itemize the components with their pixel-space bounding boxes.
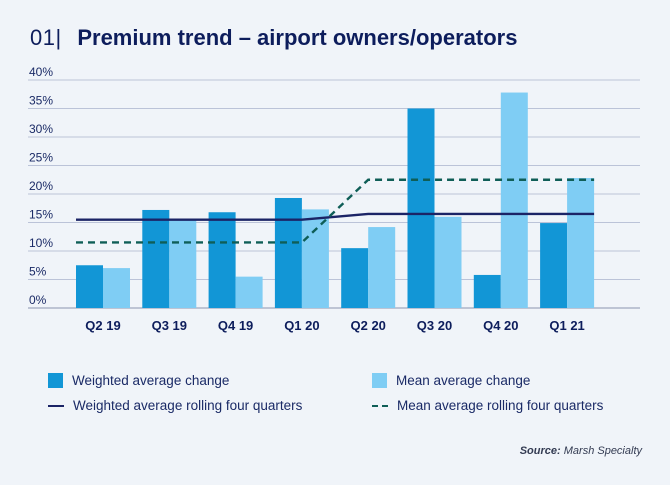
weighted-average-bar (142, 209, 170, 308)
source-note: Source: Marsh Specialty (520, 445, 642, 457)
legend-label: Mean average rolling four quarters (397, 398, 604, 413)
mean-average-bar (500, 92, 528, 308)
weighted-average-bar (274, 197, 302, 308)
legend-item-weighted-average-change: Weighted average change (48, 373, 229, 388)
figure-number: 01 (30, 25, 56, 50)
chart-title: 01| Premium trend – airport owners/opera… (30, 24, 517, 52)
series-lines (76, 178, 595, 244)
x-axis-labels: Q2 19 Q3 19 Q4 19 Q1 20 Q2 20 Q3 20 Q4 20 Q1 21 (85, 318, 585, 333)
x-tick-label: Q2 20 (350, 318, 385, 333)
legend-swatch-weighted-line (48, 404, 64, 407)
premium-trend-chart: 0% 5% 10% 15% 20% 25% 30% 35% 40% Q2 19 Q3 19 Q4 1… (28, 65, 640, 333)
weighted-average-bar (407, 108, 435, 308)
y-tick-label: 20% (29, 179, 53, 193)
bars (76, 92, 595, 308)
mean-rolling-line (76, 178, 595, 244)
x-tick-label: Q4 20 (483, 318, 518, 333)
legend-item-mean-rolling: Mean average rolling four quarters (372, 398, 603, 413)
weighted-average-bar (341, 248, 369, 308)
source-label: Source: (519, 445, 561, 457)
legend-item-mean-average-change: Mean average change (372, 373, 530, 388)
mean-average-bar (235, 276, 263, 308)
y-tick-label: 5% (29, 265, 47, 279)
mean-average-bar (169, 219, 197, 308)
x-tick-label: Q1 20 (284, 318, 319, 333)
y-tick-label: 15% (29, 208, 53, 222)
mean-average-bar (103, 268, 130, 308)
mean-average-bar (368, 227, 396, 308)
gridlines (28, 79, 640, 309)
y-tick-label: 25% (29, 151, 53, 165)
y-axis-labels: 0% 5% 10% 15% 20% 25% 30% 35% 40% (29, 65, 53, 307)
legend-swatch-mean-bar (372, 373, 387, 388)
mean-average-bar (301, 209, 329, 308)
y-tick-label: 10% (29, 236, 53, 250)
y-tick-label: 35% (29, 94, 53, 108)
weighted-average-bar (76, 265, 103, 308)
x-tick-label: Q2 19 (85, 318, 120, 333)
title-separator: | (55, 25, 62, 50)
x-tick-label: Q3 20 (417, 318, 452, 333)
legend-swatch-weighted-bar (48, 373, 63, 388)
y-tick-label: 30% (29, 122, 53, 136)
weighted-average-bar (208, 212, 236, 308)
legend-label: Mean average change (396, 373, 531, 388)
x-tick-label: Q1 21 (549, 318, 584, 333)
y-tick-label: 40% (29, 65, 53, 79)
source-text: Marsh Specialty (560, 445, 642, 457)
weighted-average-bar (473, 274, 501, 308)
legend-swatch-mean-line (372, 404, 388, 407)
weighted-average-bar (540, 223, 568, 308)
x-tick-label: Q4 19 (218, 318, 253, 333)
legend-label: Weighted average rolling four quarters (73, 398, 303, 413)
mean-average-bar (434, 216, 462, 308)
legend-label: Weighted average change (72, 373, 230, 388)
legend-item-weighted-rolling: Weighted average rolling four quarters (48, 398, 302, 413)
y-tick-label: 0% (29, 293, 47, 307)
x-tick-label: Q3 19 (152, 318, 187, 333)
weighted-rolling-line (76, 212, 595, 221)
title-text: Premium trend – airport owners/operators (77, 25, 518, 50)
mean-average-bar (567, 178, 595, 308)
